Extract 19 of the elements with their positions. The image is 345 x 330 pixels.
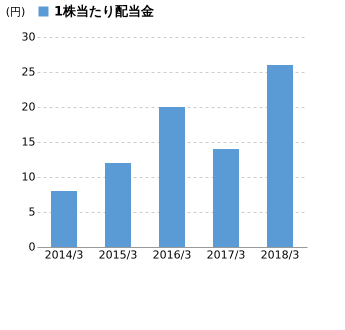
legend-label: 1株当たり配当金 bbox=[54, 4, 156, 20]
x-tick-label: 2017/3 bbox=[206, 248, 246, 262]
y-tick-label: 20 bbox=[22, 100, 36, 114]
bar bbox=[213, 149, 239, 247]
bar bbox=[105, 163, 131, 247]
y-axis-title: (円) bbox=[6, 6, 26, 18]
x-tick-label: 2014/3 bbox=[44, 248, 84, 262]
bar bbox=[159, 107, 185, 247]
x-tick-label: 2018/3 bbox=[260, 248, 300, 262]
y-tick-label: 10 bbox=[22, 170, 36, 184]
y-tick-label: 30 bbox=[22, 30, 36, 44]
y-tick-label: 15 bbox=[22, 136, 36, 148]
y-tick-label: 25 bbox=[22, 66, 36, 78]
y-tick-label: 5 bbox=[28, 206, 36, 218]
bar bbox=[267, 65, 293, 247]
x-tick-label: 2016/3 bbox=[152, 248, 192, 262]
y-tick-label: 0 bbox=[28, 240, 36, 254]
bar bbox=[51, 191, 77, 247]
x-tick-label: 2015/3 bbox=[98, 248, 138, 262]
